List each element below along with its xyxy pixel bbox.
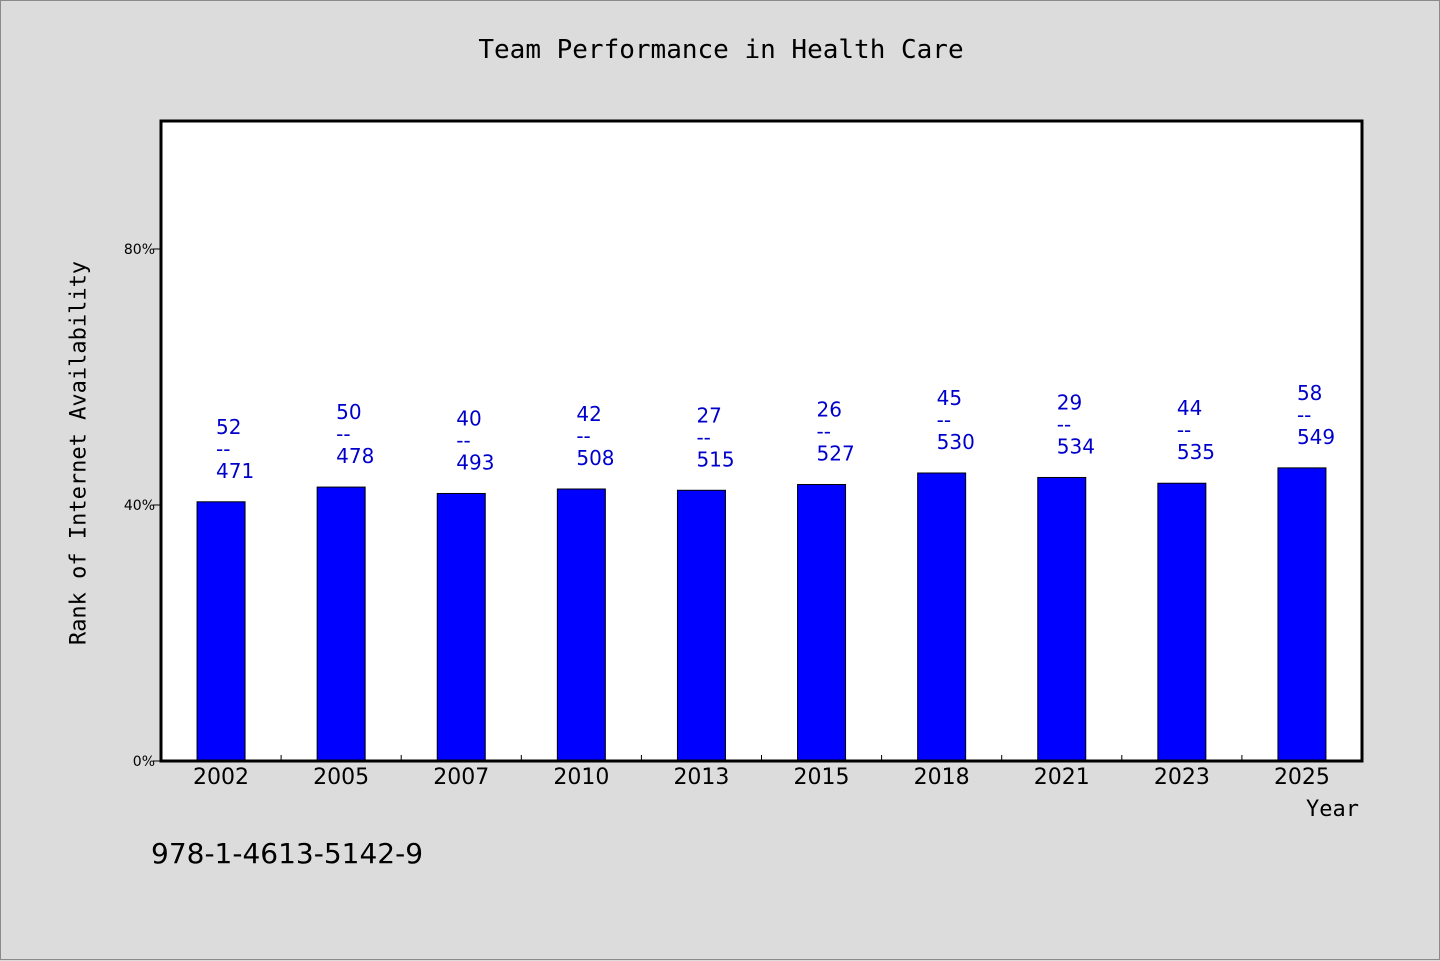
bar-2010: [556, 488, 606, 762]
x-tick-label: 2021: [1034, 765, 1090, 790]
x-tick-label: 2018: [914, 765, 970, 790]
x-tick-label: 2013: [673, 765, 729, 790]
data-label-top: 45: [937, 386, 962, 410]
y-tick-label: 0%: [133, 754, 155, 770]
data-label-bottom: 471: [216, 459, 254, 483]
x-tick-label: 2023: [1154, 765, 1210, 790]
isbn-footnote: 978-1-4613-5142-9: [151, 837, 424, 870]
bar-2013: [676, 489, 726, 762]
bar-2018: [917, 472, 967, 762]
data-label-separator: --: [336, 422, 350, 446]
bar-2025: [1277, 467, 1327, 762]
bar-2023: [1157, 482, 1207, 762]
data-label-top: 52: [216, 415, 241, 439]
data-label-separator: --: [817, 420, 831, 444]
data-label-bottom: 530: [937, 430, 975, 454]
data-label-top: 50: [336, 400, 361, 424]
data-label-bottom: 493: [456, 450, 494, 474]
data-label-separator: --: [1297, 403, 1311, 427]
x-axis-label: Year: [1306, 797, 1359, 822]
bar-2021: [1037, 476, 1087, 762]
data-label-separator: --: [216, 437, 230, 461]
data-label-separator: --: [1177, 418, 1191, 442]
data-label-bottom: 535: [1177, 440, 1215, 464]
data-label-separator: --: [456, 428, 470, 452]
x-tick-label: 2015: [794, 765, 850, 790]
bar-2015: [797, 484, 847, 762]
data-label-top: 44: [1177, 396, 1202, 420]
data-label-separator: --: [1057, 412, 1071, 436]
data-label-bottom: 515: [696, 447, 734, 471]
data-label-separator: --: [696, 425, 710, 449]
bar-2005: [316, 486, 366, 762]
plot-frame: [159, 119, 1364, 763]
data-label-separator: --: [576, 424, 590, 448]
data-label-bottom: 527: [817, 442, 855, 466]
data-label-separator: --: [937, 408, 951, 432]
data-label-top: 58: [1297, 381, 1322, 405]
data-label-top: 27: [696, 403, 721, 427]
y-tick-label: 40%: [124, 498, 155, 514]
data-label-top: 29: [1057, 390, 1082, 414]
data-label-top: 40: [456, 406, 481, 430]
chart-title: Team Performance in Health Care: [478, 35, 964, 65]
bar-2007: [436, 492, 486, 762]
x-tick-label: 2025: [1274, 765, 1330, 790]
bar-2002: [196, 501, 246, 762]
x-tick-label: 2010: [553, 765, 609, 790]
x-tick-label: 2002: [193, 765, 249, 790]
data-label-bottom: 534: [1057, 434, 1095, 458]
data-label-bottom: 478: [336, 444, 374, 468]
data-label-top: 26: [817, 398, 842, 422]
data-label-top: 42: [576, 402, 601, 426]
y-tick-label: 80%: [124, 242, 155, 258]
data-label-bottom: 508: [576, 446, 614, 470]
x-tick-label: 2005: [313, 765, 369, 790]
data-label-bottom: 549: [1297, 425, 1335, 449]
x-tick-label: 2007: [433, 765, 489, 790]
